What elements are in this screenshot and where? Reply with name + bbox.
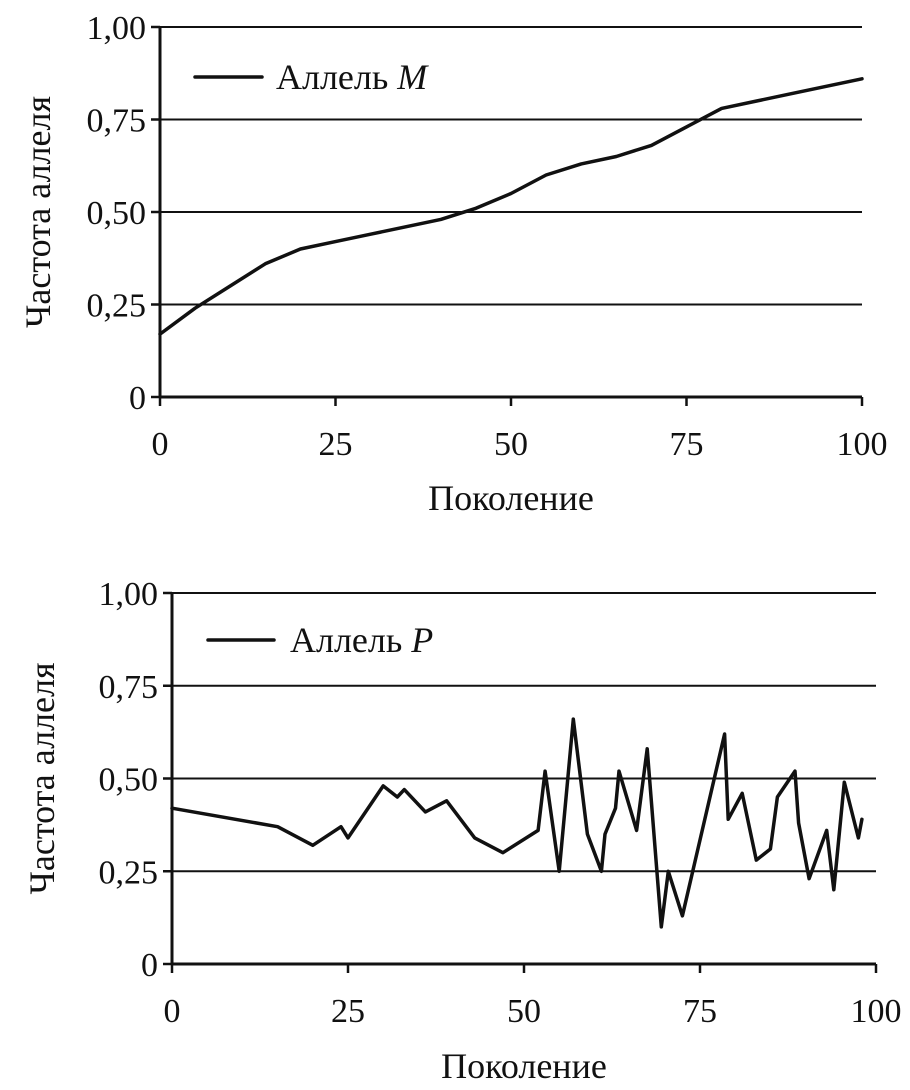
- legend-label: Аллель P: [290, 620, 433, 660]
- series-line: [158, 77, 864, 336]
- legend-label-allele: P: [410, 620, 433, 660]
- x-tick-label: 0: [152, 426, 169, 463]
- x-tick-label: 50: [494, 426, 528, 463]
- legend-label-name: Аллель: [276, 57, 397, 97]
- y-tick-label: 0,75: [99, 669, 159, 706]
- chart-allele-p: 0 0,25 0,50 0,75 1,00 0 25 50 75 100 Поколение Част…: [22, 576, 902, 1086]
- y-tick-label: 1,00: [99, 576, 159, 613]
- y-tick-label: 0,50: [87, 195, 147, 232]
- x-tick-label: 50: [507, 993, 541, 1030]
- y-axis-title: Частота аллеля: [22, 662, 62, 894]
- x-tick-label: 25: [319, 426, 353, 463]
- x-axis-title: Поколение: [428, 478, 594, 518]
- x-tick-label: 75: [670, 426, 704, 463]
- y-axis-title: Частота аллеля: [18, 96, 58, 328]
- y-tick-label: 0,50: [99, 762, 159, 799]
- y-tick-label: 0,25: [87, 288, 147, 325]
- x-tick-label: 75: [683, 993, 717, 1030]
- y-tick-label: 0,75: [87, 103, 147, 140]
- legend-label: Аллель M: [276, 57, 429, 97]
- x-tick-label: 0: [164, 993, 181, 1030]
- x-tick-label: 100: [851, 993, 902, 1030]
- x-tick-label: 100: [837, 426, 888, 463]
- y-tick-label: 1,00: [87, 10, 147, 47]
- y-tick-label: 0,25: [99, 854, 159, 891]
- y-tick-label: 0: [129, 380, 146, 417]
- y-tick-label: 0: [141, 947, 158, 984]
- legend-label-name: Аллель: [290, 620, 411, 660]
- series-line: [170, 717, 864, 929]
- chart-allele-m: 0 0,25 0,50 0,75 1,00 0 25 50 75 100 Поколение Част…: [18, 10, 888, 518]
- legend-label-allele: M: [396, 57, 429, 97]
- x-axis-title: Поколение: [441, 1046, 607, 1086]
- x-tick-label: 25: [331, 993, 365, 1030]
